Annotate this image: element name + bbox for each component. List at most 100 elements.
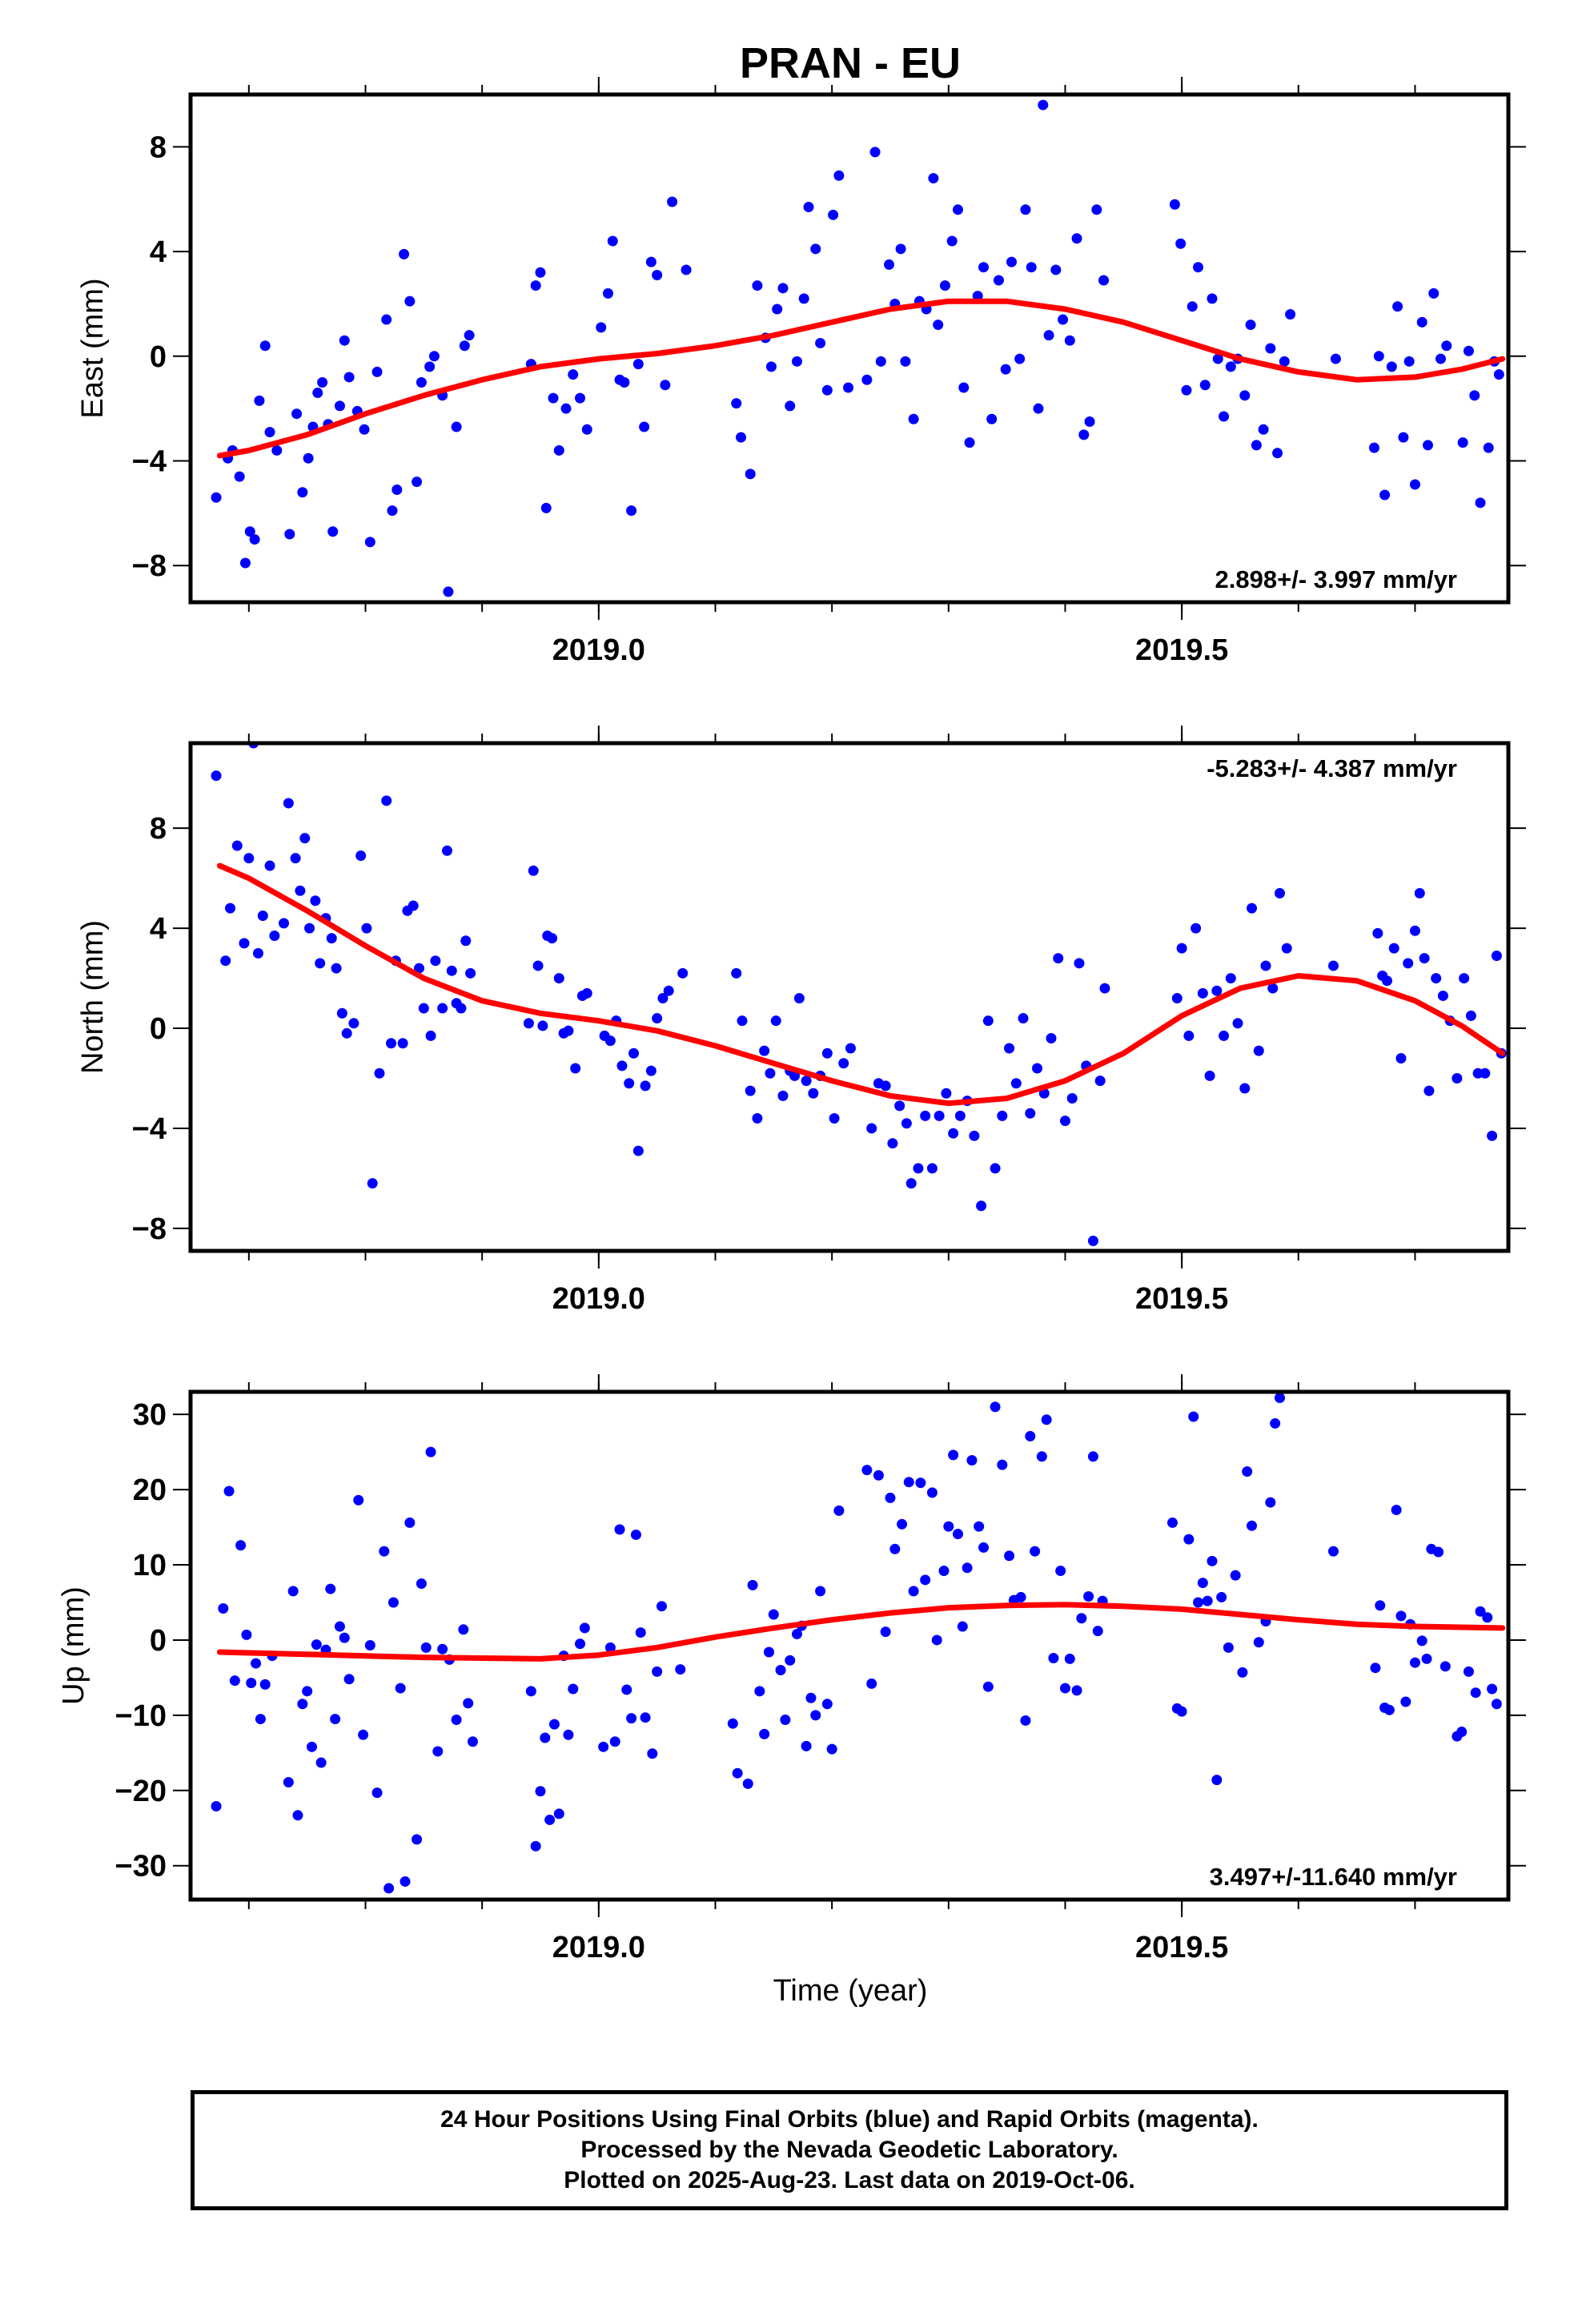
up-data-point [1193,1597,1204,1608]
up-data-point [568,1683,579,1695]
east-data-point [1463,345,1474,356]
north-data-point [969,1130,980,1141]
up-data-point [1475,1606,1486,1617]
north-data-point [418,1003,429,1014]
up-data-point [1395,1610,1407,1622]
up-data-point [732,1767,743,1779]
up-data-point [742,1778,753,1789]
east-data-point [1428,287,1439,299]
north-data-point [295,885,306,896]
north-data-point [948,1128,959,1139]
east-data-point [1279,356,1290,367]
up-y-tick-label: 10 [133,1549,167,1582]
north-data-point [913,1163,924,1174]
north-trend-line [216,862,1506,1107]
up-data-point [1004,1550,1015,1562]
up-data-point [833,1505,845,1516]
north-y-tick-label: −4 [132,1112,167,1146]
east-data-point [798,293,809,304]
north-data-point [1232,1018,1243,1029]
east-data-point [211,492,222,503]
north-data-point [441,845,452,856]
east-data-point [381,314,392,325]
east-plot-frame [188,92,1511,605]
up-data-point [330,1714,341,1725]
up-data-point [810,1710,821,1721]
north-data-point [279,918,290,929]
up-y-tick-label: −20 [115,1775,167,1808]
east-data-point [1225,361,1236,372]
up-data-point [931,1634,942,1646]
east-data-point [1207,293,1218,304]
north-data-point [1247,903,1258,914]
up-data-point [579,1622,590,1634]
east-data-point [745,468,756,480]
east-data-point [1416,316,1427,328]
up-data-point [815,1586,826,1597]
up-data-point [957,1621,968,1632]
up-y-tick-label: −10 [115,1699,167,1733]
east-data-point [952,204,963,215]
east-data-point [660,380,671,391]
north-x-tick-label: 2019.5 [1135,1282,1228,1316]
east-data-point [928,173,939,184]
up-y-tick-label: 30 [133,1398,167,1432]
north-data-point [1372,927,1383,939]
up-data-point [1253,1637,1264,1648]
up-data-point [463,1698,474,1709]
east-data-point [1058,314,1069,325]
north-data-point [1074,958,1085,969]
east-data-point [424,361,436,372]
up-data-point [861,1465,873,1476]
up-data-point [609,1736,620,1747]
east-x-tick-label: 2019.5 [1135,633,1228,667]
north-data-point [604,1035,616,1047]
up-data-point [903,1477,914,1488]
north-data-point [657,993,669,1004]
north-data-point [1487,1130,1498,1141]
up-data-point [1202,1595,1213,1606]
up-data-point [626,1713,637,1724]
north-data-point [1094,1076,1106,1087]
north-data-point [1025,1108,1036,1119]
up-data-point [251,1658,262,1669]
up-data-point [952,1529,963,1540]
north-data-point [460,935,472,947]
north-data-point [765,1068,776,1079]
up-data-point [325,1583,336,1594]
north-x-tick-label: 2019.0 [552,1282,645,1316]
east-y-tick-label: 0 [150,340,167,374]
east-data-point [1000,364,1011,375]
east-data-point [993,275,1004,286]
up-data-point [371,1787,383,1799]
north-data-point [331,963,342,974]
north-data-point [801,1076,812,1087]
up-data-point [353,1494,364,1506]
east-data-point [1441,340,1452,352]
up-data-point [1036,1451,1047,1462]
east-data-point [1199,380,1211,391]
east-data-point [303,452,314,464]
up-data-point [1071,1685,1082,1696]
east-data-point [312,388,323,399]
up-data-point [229,1675,240,1687]
east-data-point [1193,262,1204,273]
up-data-point [1375,1600,1386,1611]
east-data-point [946,235,958,247]
east-data-point [645,256,656,267]
up-data-point [283,1776,294,1787]
up-data-point [540,1732,551,1743]
east-data-point [1020,204,1031,215]
east-y-axis-label: East (mm) [76,278,110,418]
north-data-point [663,985,674,996]
north-data-point [547,933,558,944]
chart-title: PRAN - EU [740,39,961,87]
up-data-point [218,1603,229,1614]
north-data-point [894,1100,905,1112]
north-data-point [920,1110,931,1121]
east-data-point [978,262,990,273]
east-y-tick-label: −8 [132,549,167,583]
up-data-point [211,1801,222,1812]
north-data-point [1239,1083,1251,1094]
north-data-point [1452,1073,1463,1084]
